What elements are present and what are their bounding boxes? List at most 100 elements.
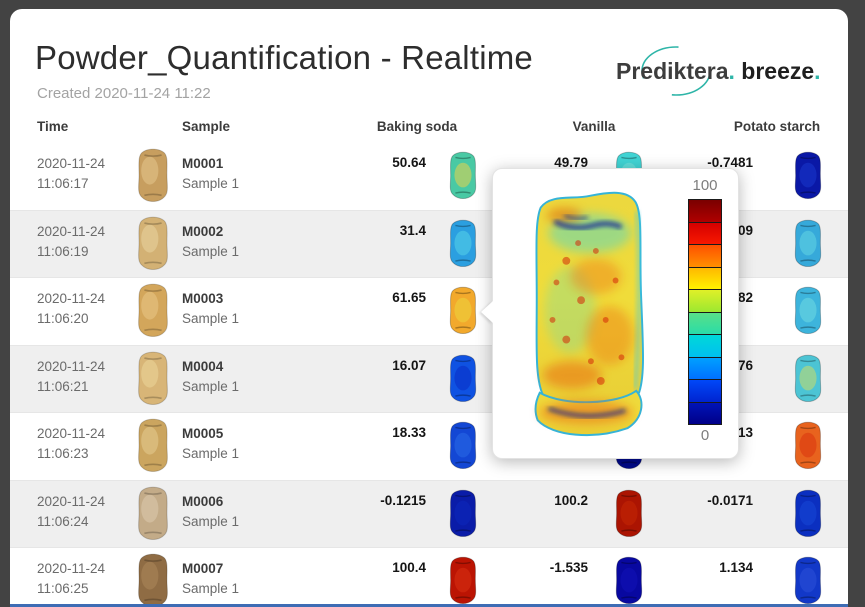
baking-soda-heatmap-thumbnail[interactable] [432, 211, 494, 278]
sample-name-cell: M0006 Sample 1 [182, 481, 340, 548]
sample-bag-photo [138, 553, 168, 607]
sample-photo-thumbnail[interactable] [130, 548, 182, 607]
column-header-vanilla: Vanilla [572, 119, 616, 134]
timestamp-time: 11:06:24 [37, 513, 89, 529]
sample-photo-thumbnail[interactable] [130, 481, 182, 548]
sample-bag-photo [138, 486, 168, 540]
created-subtitle: Created 2020-11-24 11:22 [37, 85, 211, 102]
sample-photo-thumbnail[interactable] [130, 413, 182, 480]
heatmap-bag [794, 152, 821, 200]
enlarged-heatmap-image [534, 191, 644, 437]
page-title: Powder_Quantification - Realtime [35, 39, 533, 76]
heatmap-bag [449, 557, 477, 605]
logo-dot-1: . [728, 58, 735, 84]
logo-text-prediktera: Prediktera [616, 58, 729, 84]
sample-photo-thumbnail[interactable] [130, 211, 182, 278]
table-header-row: Time Sample Baking soda Vanilla Potato s… [10, 112, 848, 144]
potato-starch-heatmap-thumbnail[interactable] [759, 211, 838, 278]
color-scale-segment [689, 290, 721, 313]
potato-starch-value: -0.0171 [707, 492, 753, 508]
baking-soda-value: 61.65 [392, 290, 426, 305]
heatmap-bag [794, 422, 821, 470]
timestamp-time: 11:06:21 [37, 378, 89, 394]
baking-soda-value: 16.07 [392, 357, 426, 373]
baking-soda-heatmap-thumbnail[interactable] [432, 278, 494, 345]
sample-name-cell: M0004 Sample 1 [182, 346, 340, 413]
potato-starch-heatmap-thumbnail[interactable] [759, 548, 838, 607]
color-scale-segment [689, 357, 721, 380]
sample-photo-thumbnail[interactable] [130, 346, 182, 413]
timestamp-time: 11:06:17 [37, 176, 89, 191]
sample-subname: Sample 1 [182, 176, 240, 191]
timestamp: 2020-11-24 11:06:20 [37, 278, 130, 345]
sample-name-cell: M0002 Sample 1 [182, 211, 340, 278]
baking-soda-heatmap-thumbnail[interactable] [432, 143, 494, 210]
potato-starch-value: -0.7481 [707, 155, 753, 170]
timestamp: 2020-11-24 11:06:19 [37, 211, 130, 278]
timestamp-date: 2020-11-24 [37, 493, 106, 509]
color-scale: 100 0 [688, 175, 722, 452]
color-scale-segment [689, 312, 721, 335]
color-scale-segment [689, 402, 721, 424]
sample-photo-thumbnail[interactable] [130, 278, 182, 345]
heatmap-bag [615, 489, 643, 537]
logo-arc-icon [641, 46, 711, 96]
column-header-potato-starch: Potato starch [733, 119, 821, 134]
baking-soda-value: 31.4 [399, 222, 426, 238]
vanilla-heatmap-thumbnail[interactable] [594, 548, 664, 607]
heatmap-bag [794, 489, 821, 537]
heatmap-bag [449, 489, 477, 537]
heatmap-bag [794, 219, 821, 267]
sample-id: M0002 [182, 223, 224, 239]
sample-name-cell: M0003 Sample 1 [182, 278, 340, 345]
vanilla-heatmap-thumbnail[interactable] [594, 481, 664, 548]
sample-photo-thumbnail[interactable] [130, 143, 182, 210]
column-header-spacer [130, 134, 182, 143]
baking-soda-heatmap-thumbnail[interactable] [432, 346, 494, 413]
color-scale-segment [689, 335, 721, 358]
color-scale-max-label: 100 [692, 177, 718, 194]
color-scale-segment [689, 380, 721, 403]
sample-id: M0004 [182, 358, 224, 374]
table-row[interactable]: 2020-11-24 11:06:24 M0006 Sample 1 -0.12… [10, 480, 848, 548]
color-scale-segment [689, 222, 721, 245]
timestamp-date: 2020-11-24 [37, 426, 106, 441]
potato-starch-heatmap-thumbnail[interactable] [759, 481, 838, 548]
sample-name-cell: M0007 Sample 1 [182, 548, 340, 607]
sample-bag-photo [138, 351, 168, 405]
sample-name-cell: M0001 Sample 1 [182, 143, 340, 210]
baking-soda-heatmap-thumbnail[interactable] [432, 413, 494, 480]
color-scale-min-label: 0 [700, 427, 710, 444]
baking-soda-heatmap-thumbnail[interactable] [432, 548, 494, 607]
timestamp: 2020-11-24 11:06:17 [37, 143, 130, 210]
color-scale-segment [689, 245, 721, 268]
column-header-baking-soda: Baking soda [376, 119, 458, 134]
heatmap-bag [794, 354, 821, 402]
heatmap-bag [615, 557, 643, 605]
heatmap-bag [449, 354, 477, 402]
table-row[interactable]: 2020-11-24 11:06:25 M0007 Sample 1 100.4 [10, 548, 848, 607]
potato-starch-heatmap-thumbnail[interactable] [759, 143, 838, 210]
baking-soda-value: 18.33 [392, 425, 426, 440]
sample-name-cell: M0005 Sample 1 [182, 413, 340, 480]
sample-subname: Sample 1 [182, 581, 240, 596]
sample-subname: Sample 1 [182, 446, 240, 461]
column-header-time: Time [37, 119, 69, 134]
baking-soda-value: 100.4 [392, 560, 426, 575]
sample-subname: Sample 1 [182, 243, 240, 259]
color-scale-segment [689, 267, 721, 290]
window-bottom-edge [10, 604, 848, 607]
potato-starch-heatmap-thumbnail[interactable] [759, 278, 838, 345]
potato-starch-heatmap-thumbnail[interactable] [759, 413, 838, 480]
heatmap-bag [794, 287, 821, 335]
timestamp-date: 2020-11-24 [37, 358, 106, 374]
baking-soda-heatmap-thumbnail[interactable] [432, 481, 494, 548]
sample-id: M0003 [182, 291, 224, 306]
sample-subname: Sample 1 [182, 311, 240, 326]
baking-soda-value: 50.64 [392, 155, 426, 170]
potato-starch-heatmap-thumbnail[interactable] [759, 346, 838, 413]
heatmap-bag [794, 557, 821, 605]
sample-subname: Sample 1 [182, 513, 240, 529]
heatmap-bag [449, 422, 477, 470]
timestamp-time: 11:06:20 [37, 311, 89, 326]
